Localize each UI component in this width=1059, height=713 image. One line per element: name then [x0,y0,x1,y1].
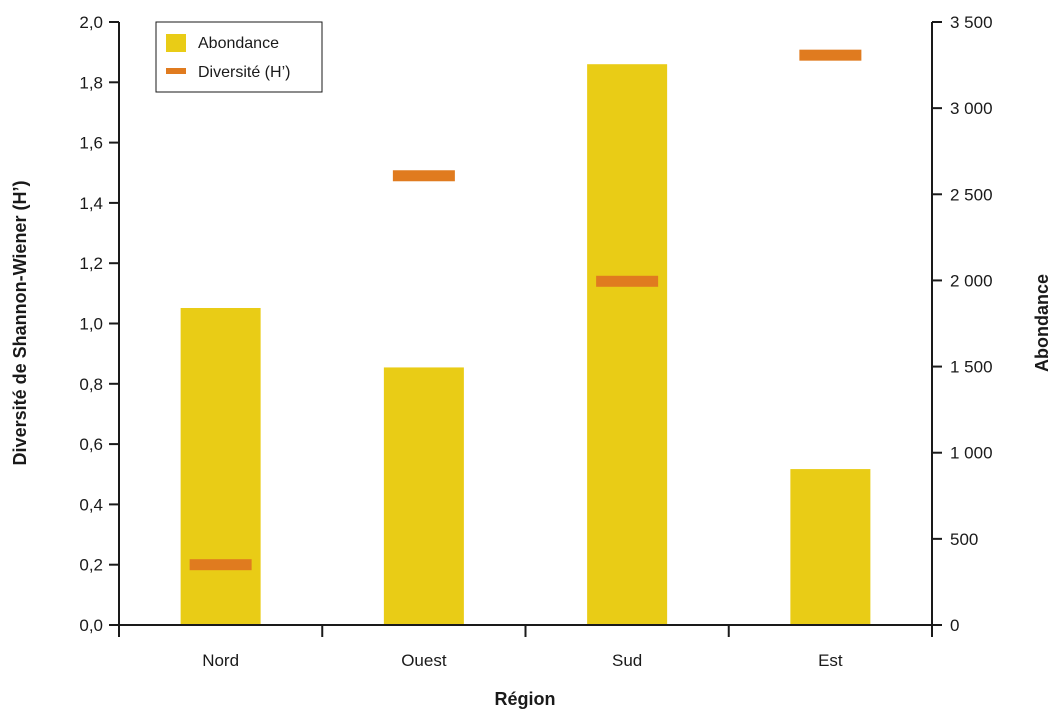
right-y-axis-title: Abondance [1032,274,1052,372]
right-y-tick-label: 3 000 [950,99,993,118]
left-y-tick-label: 2,0 [79,13,103,32]
marker-nord [189,559,252,571]
x-tick-label-est: Est [818,651,843,670]
right-y-tick-label: 2 500 [950,185,993,204]
marker-est [799,49,862,61]
bar-group [180,64,871,625]
bar-ouest [383,367,464,625]
legend-label-diversite: Diversité (H’) [198,64,290,81]
left-y-tick-label: 1,8 [79,73,103,92]
left-y-tick-label: 1,4 [79,194,103,213]
x-ticks: Nord Ouest Sud Est [118,625,933,670]
x-axis-title: Région [495,689,556,709]
legend-label-abondance: Abondance [198,35,279,52]
right-y-tick-label: 1 000 [950,444,993,463]
left-y-axis-title: Diversité de Shannon-Wiener (H’) [10,181,30,466]
right-y-tick-label: 1 500 [950,358,993,377]
marker-group [189,49,862,571]
bar-sud [587,64,668,625]
left-y-tick-label: 0,0 [79,616,103,635]
legend-box [155,21,323,93]
left-y-tick-label: 1,6 [79,134,103,153]
x-tick-label-sud: Sud [612,651,642,670]
right-y-tick-label: 0 [950,616,959,635]
x-tick-label-ouest: Ouest [401,651,447,670]
left-y-tick-label: 0,8 [79,375,103,394]
right-y-ticks: 0 500 1 000 1 500 2 000 2 500 3 000 3 500 [932,13,993,635]
left-y-ticks: 0,0 0,2 0,4 0,6 0,8 1,0 1,2 1,4 1,6 1,8 2,0 [79,13,119,635]
bar-nord [180,307,261,625]
right-y-tick-label: 3 500 [950,13,993,32]
left-y-tick-label: 1,2 [79,254,103,273]
left-y-tick-label: 0,4 [79,495,103,514]
right-y-tick-label: 500 [950,530,978,549]
legend: Abondance Diversité (H’) [155,21,323,93]
x-tick-label-nord: Nord [202,651,239,670]
bar-est [790,469,871,625]
legend-swatch-abondance [166,34,186,52]
legend-swatch-diversite [166,68,186,74]
right-y-tick-label: 2 000 [950,271,993,290]
marker-sud [596,275,659,287]
left-y-tick-label: 0,6 [79,435,103,454]
left-y-tick-label: 1,0 [79,315,103,334]
marker-ouest [392,170,455,182]
left-y-tick-label: 0,2 [79,556,103,575]
